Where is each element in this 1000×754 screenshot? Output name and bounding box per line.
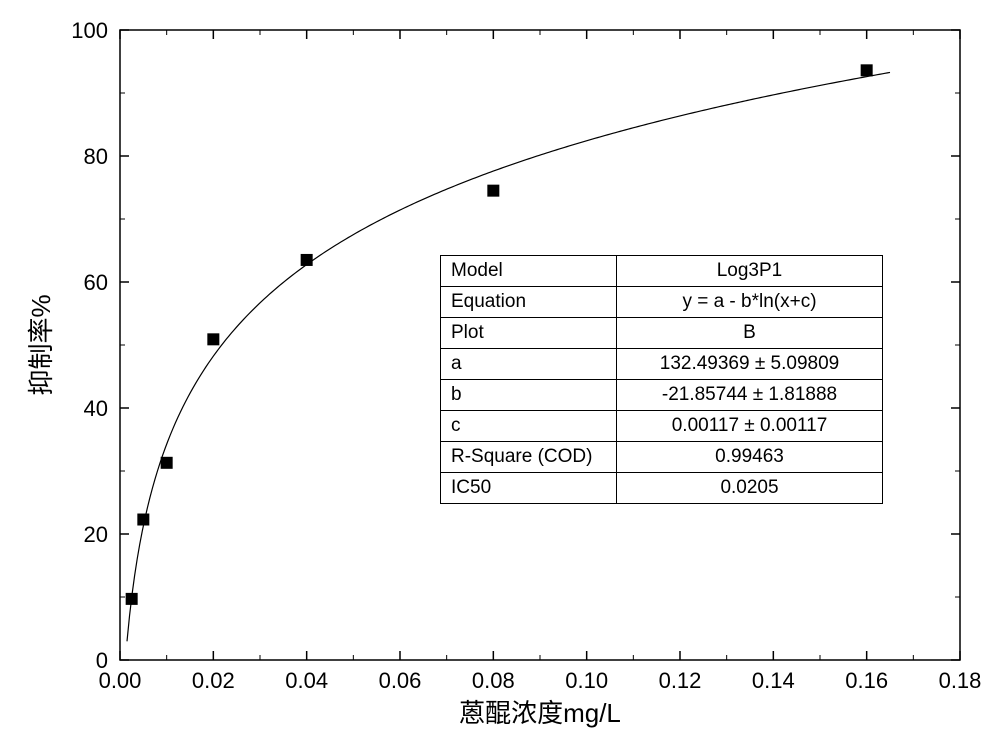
data-point <box>487 185 499 197</box>
y-tick-label: 60 <box>84 270 108 295</box>
data-point <box>161 457 173 469</box>
x-tick-label: 0.08 <box>472 668 515 693</box>
x-tick-label: 0.14 <box>752 668 795 693</box>
info-value: 0.00117 ± 0.00117 <box>617 411 883 442</box>
y-tick-label: 0 <box>96 648 108 673</box>
x-tick-label: 0.16 <box>845 668 888 693</box>
info-key: Equation <box>441 287 617 318</box>
x-tick-label: 0.04 <box>285 668 328 693</box>
x-tick-label: 0.10 <box>565 668 608 693</box>
x-tick-label: 0.02 <box>192 668 235 693</box>
info-key: a <box>441 349 617 380</box>
info-row: PlotB <box>441 318 883 349</box>
info-value: -21.85744 ± 1.81888 <box>617 380 883 411</box>
x-tick-label: 0.06 <box>379 668 422 693</box>
x-tick-label: 0.12 <box>659 668 702 693</box>
info-row: b-21.85744 ± 1.81888 <box>441 380 883 411</box>
info-key: IC50 <box>441 473 617 504</box>
info-row: Equationy = a - b*ln(x+c) <box>441 287 883 318</box>
chart-container: 0.000.020.040.060.080.100.120.140.160.18… <box>0 0 1000 754</box>
info-key: c <box>441 411 617 442</box>
data-point <box>301 254 313 266</box>
info-value: 0.99463 <box>617 442 883 473</box>
x-tick-label: 0.18 <box>939 668 982 693</box>
data-point <box>861 64 873 76</box>
info-row: R-Square (COD)0.99463 <box>441 442 883 473</box>
info-row: ModelLog3P1 <box>441 256 883 287</box>
y-tick-label: 20 <box>84 522 108 547</box>
info-row: a132.49369 ± 5.09809 <box>441 349 883 380</box>
info-value: Log3P1 <box>617 256 883 287</box>
info-row: c0.00117 ± 0.00117 <box>441 411 883 442</box>
y-tick-label: 40 <box>84 396 108 421</box>
info-value: y = a - b*ln(x+c) <box>617 287 883 318</box>
x-axis-label: 蒽醌浓度mg/L <box>459 698 621 728</box>
info-value: 132.49369 ± 5.09809 <box>617 349 883 380</box>
info-key: Plot <box>441 318 617 349</box>
info-key: b <box>441 380 617 411</box>
info-key: R-Square (COD) <box>441 442 617 473</box>
y-axis-label: 抑制率% <box>26 294 56 395</box>
info-value: 0.0205 <box>617 473 883 504</box>
fit-info-table: ModelLog3P1Equationy = a - b*ln(x+c)Plot… <box>440 255 883 504</box>
info-row: IC500.0205 <box>441 473 883 504</box>
y-tick-label: 80 <box>84 144 108 169</box>
info-key: Model <box>441 256 617 287</box>
data-point <box>137 514 149 526</box>
data-point <box>207 333 219 345</box>
y-tick-label: 100 <box>71 18 108 43</box>
info-value: B <box>617 318 883 349</box>
data-point <box>126 593 138 605</box>
